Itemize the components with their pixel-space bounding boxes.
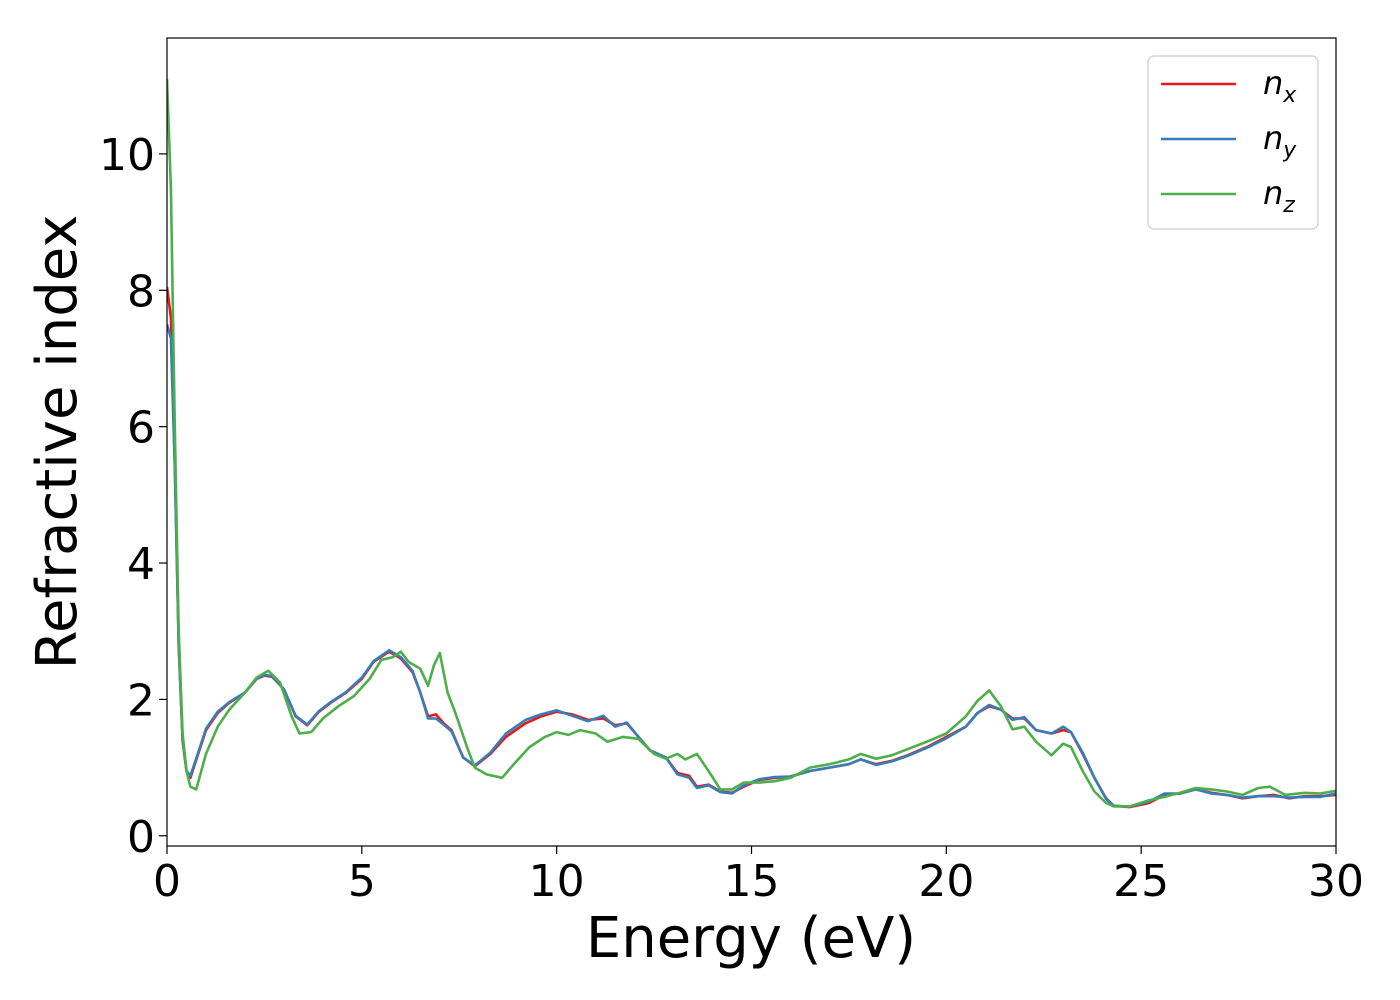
y-tick-label: 8 (127, 266, 155, 317)
x-tick-label: 5 (348, 856, 376, 907)
x-tick-label: 30 (1308, 856, 1364, 907)
legend-label-nz: nz (1263, 174, 1295, 218)
x-tick-label: 0 (153, 856, 181, 907)
y-axis-ticks: 0 2 4 6 8 10 (99, 130, 167, 863)
legend-box (1147, 55, 1319, 230)
legend: nx ny nz (1147, 55, 1319, 230)
y-tick-label: 2 (127, 675, 155, 726)
y-tick-label: 10 (99, 130, 155, 181)
plot-lines (167, 78, 1336, 809)
y-tick-label: 4 (127, 539, 155, 590)
series-line-nz (167, 78, 1336, 808)
legend-label-ny: ny (1263, 119, 1297, 163)
y-axis-title: Refractive index (25, 215, 90, 670)
series-line-ny (167, 324, 1336, 808)
y-tick-label: 0 (127, 812, 155, 863)
x-axis-ticks: 0 5 10 15 20 25 30 (153, 846, 1364, 907)
y-tick-label: 6 (127, 403, 155, 454)
x-tick-label: 25 (1113, 856, 1169, 907)
x-tick-label: 15 (724, 856, 780, 907)
x-tick-label: 10 (529, 856, 585, 907)
x-tick-label: 20 (918, 856, 974, 907)
x-axis-title: Energy (eV) (586, 906, 916, 971)
legend-label-nx: nx (1263, 64, 1297, 108)
